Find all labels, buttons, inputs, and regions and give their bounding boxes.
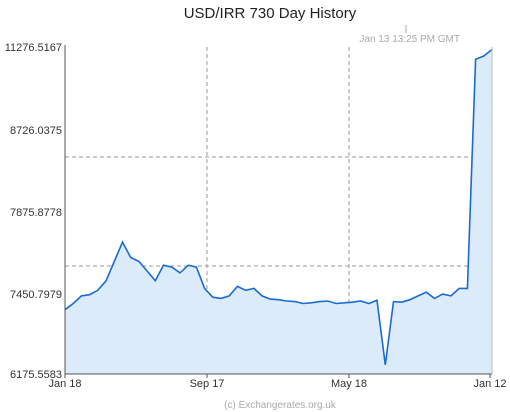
series-line bbox=[64, 48, 493, 366]
y-tick-label: 6175.5583 bbox=[10, 369, 62, 381]
chart-timestamp: Jan 13 13:25 PM GMT bbox=[359, 34, 460, 45]
y-tick-label: 7450.7979 bbox=[10, 289, 62, 301]
y-tick-label: 11276.5167 bbox=[5, 42, 62, 54]
chart-title: USD/IRR 730 Day History bbox=[184, 5, 357, 22]
series-area-fill bbox=[65, 49, 492, 374]
x-tick-label: Sep 17 bbox=[190, 378, 225, 390]
y-tick-label: 8726.0375 bbox=[10, 125, 62, 137]
x-tick-label: May 18 bbox=[331, 378, 367, 390]
y-tick-label: 7875.8778 bbox=[10, 207, 62, 219]
x-tick-label: Jan 18 bbox=[48, 378, 81, 390]
x-tick-label: Jan 12 bbox=[473, 378, 506, 390]
chart-credit: (c) Exchangerates.org.uk bbox=[224, 400, 337, 411]
y-axis-labels: 11276.5167 8726.0375 7875.8778 7450.7979 617… bbox=[5, 42, 62, 381]
chart-axes bbox=[64, 45, 493, 378]
x-axis-labels: Jan 18 Sep 17 May 18 Jan 12 bbox=[48, 378, 506, 390]
